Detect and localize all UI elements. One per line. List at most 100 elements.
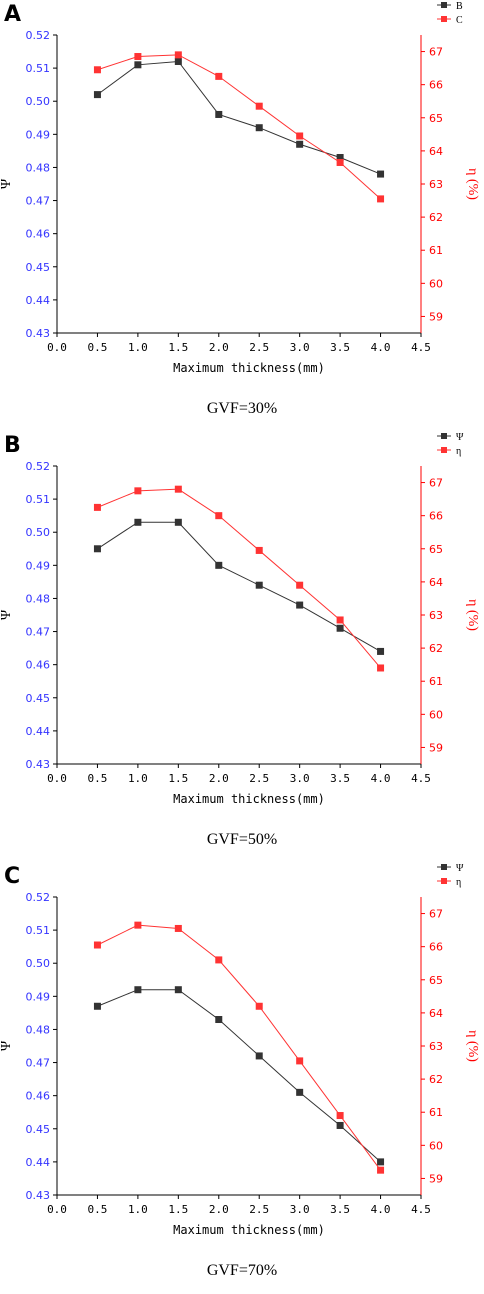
right-y-tick-label: 64 xyxy=(429,576,443,589)
series-line-psi xyxy=(97,521,381,652)
right-y-tick-label: 60 xyxy=(429,277,443,290)
data-point-psi xyxy=(255,581,263,589)
data-point-eta xyxy=(174,485,182,493)
chart-panel-b: B 0.0 0.5 1.0 1.5 2.0 2.5 3.0 3.5 4.0 4.5 0.43 0.44 0… xyxy=(0,432,480,848)
legend-label: η xyxy=(456,446,461,457)
x-tick-label: 2.5 xyxy=(249,341,269,354)
data-point-psi xyxy=(93,545,101,553)
data-point-psi xyxy=(255,1052,263,1060)
left-y-tick-label: 0.44 xyxy=(26,725,51,738)
data-point-psi xyxy=(336,154,344,162)
right-y-tick-label: 67 xyxy=(429,908,443,921)
panel-label: A xyxy=(4,2,21,27)
x-tick-label: 1.5 xyxy=(168,772,188,785)
left-y-tick-label: 0.46 xyxy=(26,228,51,241)
x-tick-label: 1.5 xyxy=(168,1203,188,1216)
legend-label: B xyxy=(456,1,463,12)
data-point-psi xyxy=(377,170,385,178)
left-y-tick-label: 0.51 xyxy=(26,62,51,75)
legend-label: Ψ xyxy=(456,432,464,443)
panel-label: C xyxy=(4,864,20,889)
left-y-axis-title: Ψ xyxy=(0,178,14,189)
left-y-tick-label: 0.43 xyxy=(26,1189,51,1202)
right-y-tick-label: 67 xyxy=(429,477,443,490)
right-y-tick-label: 59 xyxy=(429,310,443,323)
right-y-tick-label: 60 xyxy=(429,708,443,721)
series-line-eta xyxy=(97,488,381,669)
data-point-psi xyxy=(296,601,304,609)
x-tick-label: 0.5 xyxy=(88,341,108,354)
left-y-tick-label: 0.51 xyxy=(26,924,51,937)
x-tick-label: 3.5 xyxy=(330,341,350,354)
left-y-tick-label: 0.51 xyxy=(26,493,51,506)
right-y-tick-label: 63 xyxy=(429,609,443,622)
x-tick-label: 4.0 xyxy=(371,772,391,785)
left-y-tick-label: 0.44 xyxy=(26,1156,51,1169)
data-point-eta xyxy=(296,1057,304,1065)
legend-label: η xyxy=(456,877,461,888)
data-point-eta xyxy=(255,546,263,554)
x-tick-label: 4.5 xyxy=(411,341,431,354)
right-y-tick-label: 59 xyxy=(429,741,443,754)
data-point-eta xyxy=(336,1112,344,1120)
data-point-psi xyxy=(377,1158,385,1166)
left-y-axis-title: Ψ xyxy=(0,609,14,620)
legend-marker xyxy=(441,2,447,8)
data-point-psi xyxy=(215,1016,223,1024)
left-y-axis-title: Ψ xyxy=(0,1040,14,1051)
right-y-tick-label: 65 xyxy=(429,112,443,125)
data-point-eta xyxy=(174,924,182,932)
x-tick-label: 0.0 xyxy=(47,1203,67,1216)
x-tick-label: 3.0 xyxy=(290,772,310,785)
x-tick-label: 3.0 xyxy=(290,1203,310,1216)
left-y-tick-label: 0.48 xyxy=(26,161,51,174)
right-y-tick-label: 62 xyxy=(429,642,443,655)
data-point-psi xyxy=(336,624,344,632)
x-axis-title: Maximum thickness(mm) xyxy=(173,792,325,806)
data-point-eta xyxy=(377,1166,385,1174)
right-y-axis-title: η (%) xyxy=(465,168,480,200)
data-point-psi xyxy=(296,1088,304,1096)
panel-caption: GVF=70% xyxy=(207,1262,277,1279)
x-tick-label: 1.0 xyxy=(128,341,148,354)
legend-marker xyxy=(441,433,447,439)
right-y-axis-title: η (%) xyxy=(465,1030,480,1062)
data-point-eta xyxy=(134,487,142,495)
data-point-psi xyxy=(93,91,101,99)
left-y-tick-label: 0.47 xyxy=(26,195,51,208)
x-tick-label: 1.0 xyxy=(128,772,148,785)
data-point-eta xyxy=(174,51,182,59)
left-y-tick-label: 0.46 xyxy=(26,1090,51,1103)
x-tick-label: 0.0 xyxy=(47,341,67,354)
data-point-eta xyxy=(215,512,223,520)
data-point-eta xyxy=(377,195,385,203)
x-tick-label: 2.0 xyxy=(209,772,229,785)
left-y-tick-label: 0.50 xyxy=(26,95,51,108)
legend-marker xyxy=(441,16,447,22)
data-point-psi xyxy=(174,57,182,65)
data-point-psi xyxy=(174,986,182,994)
x-tick-label: 2.0 xyxy=(209,1203,229,1216)
right-y-tick-label: 62 xyxy=(429,211,443,224)
right-y-tick-label: 61 xyxy=(429,244,443,257)
left-y-tick-label: 0.45 xyxy=(26,692,51,705)
data-point-eta xyxy=(215,72,223,80)
right-y-tick-label: 60 xyxy=(429,1139,443,1152)
right-y-tick-label: 66 xyxy=(429,510,443,523)
series-line-psi xyxy=(97,989,381,1163)
right-y-tick-label: 62 xyxy=(429,1073,443,1086)
right-y-axis-title: η (%) xyxy=(465,599,480,631)
left-y-tick-label: 0.47 xyxy=(26,626,51,639)
legend-label: Ψ xyxy=(456,863,464,874)
data-point-eta xyxy=(93,503,101,511)
series-line-eta xyxy=(97,54,381,200)
left-y-tick-label: 0.52 xyxy=(26,460,51,473)
x-tick-label: 0.5 xyxy=(88,772,108,785)
x-axis-title: Maximum thickness(mm) xyxy=(173,361,325,375)
left-y-tick-label: 0.49 xyxy=(26,990,51,1003)
left-y-tick-label: 0.43 xyxy=(26,758,51,771)
data-point-psi xyxy=(174,518,182,526)
left-y-tick-label: 0.50 xyxy=(26,957,51,970)
left-y-tick-label: 0.49 xyxy=(26,559,51,572)
data-point-eta xyxy=(296,581,304,589)
